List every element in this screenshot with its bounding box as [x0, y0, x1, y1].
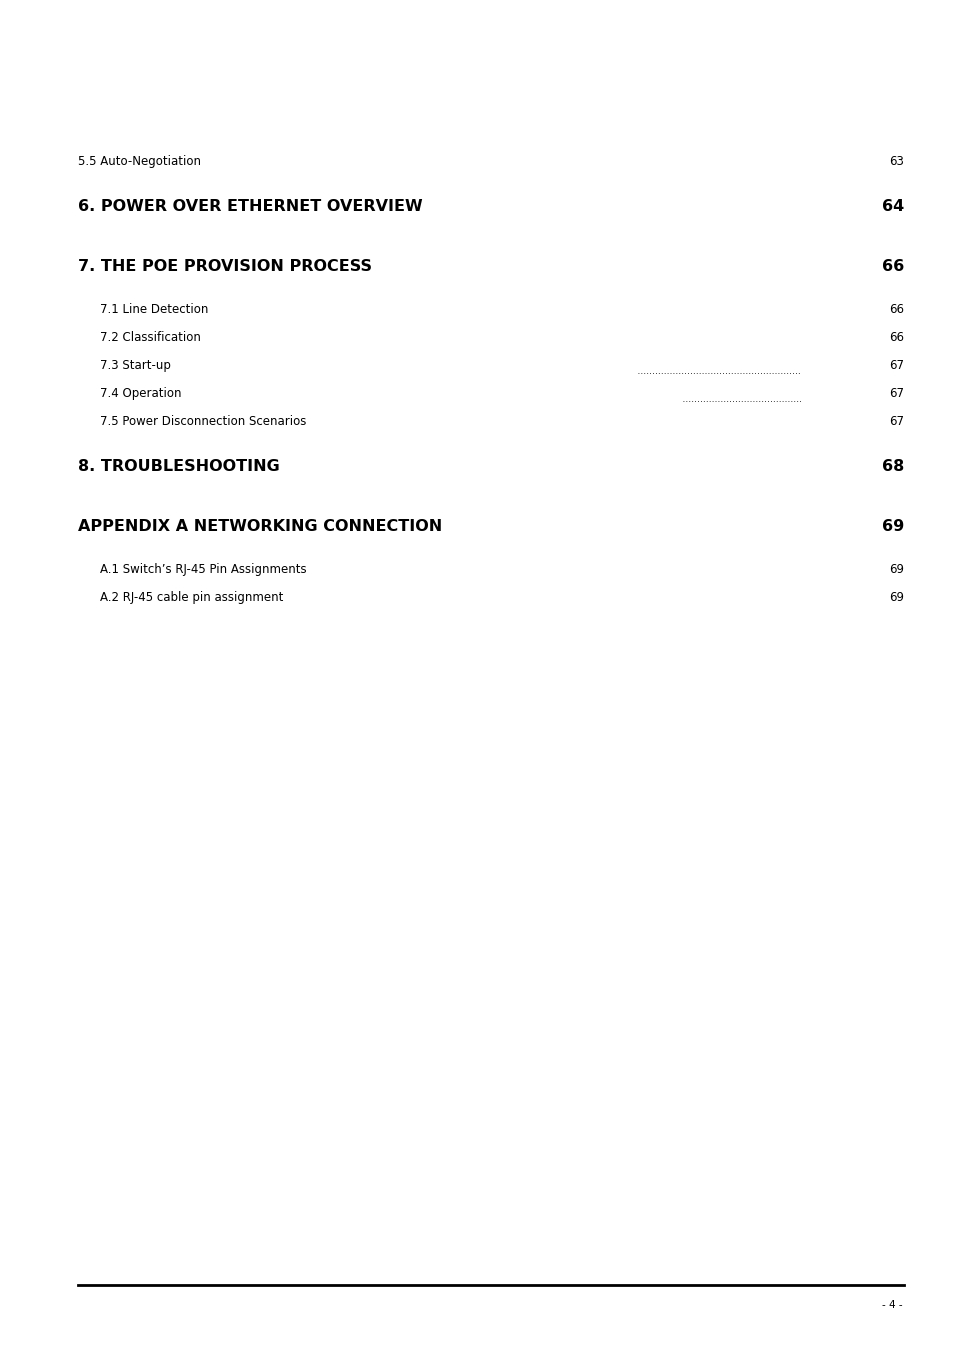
Text: 8. TROUBLESHOOTING: 8. TROUBLESHOOTING — [78, 459, 279, 474]
Text: 64: 64 — [882, 198, 903, 215]
Text: 7.5 Power Disconnection Scenarios: 7.5 Power Disconnection Scenarios — [100, 414, 306, 428]
Text: 67: 67 — [888, 387, 903, 400]
Text: A.1 Switch’s RJ-45 Pin Assignments: A.1 Switch’s RJ-45 Pin Assignments — [100, 563, 307, 576]
Text: 67: 67 — [888, 359, 903, 373]
Text: 66: 66 — [882, 259, 903, 274]
Text: 69: 69 — [888, 591, 903, 603]
Text: 7.4 Operation: 7.4 Operation — [100, 387, 181, 400]
Text: 67: 67 — [888, 414, 903, 428]
Text: 68: 68 — [882, 459, 903, 474]
Text: 66: 66 — [888, 302, 903, 316]
Text: 69: 69 — [888, 563, 903, 576]
Text: 7.3 Start-up: 7.3 Start-up — [100, 359, 171, 373]
Text: 7.1 Line Detection: 7.1 Line Detection — [100, 302, 209, 316]
Text: 7. THE POE PROVISION PROCESS: 7. THE POE PROVISION PROCESS — [78, 259, 372, 274]
Text: A.2 RJ-45 cable pin assignment: A.2 RJ-45 cable pin assignment — [100, 591, 283, 603]
Text: - 4 -: - 4 - — [881, 1300, 902, 1311]
Text: 69: 69 — [882, 518, 903, 535]
Text: 5.5 Auto-Negotiation: 5.5 Auto-Negotiation — [78, 155, 201, 167]
Text: 7.2 Classification: 7.2 Classification — [100, 331, 201, 344]
Text: 66: 66 — [888, 331, 903, 344]
Text: 6. POWER OVER ETHERNET OVERVIEW: 6. POWER OVER ETHERNET OVERVIEW — [78, 198, 422, 215]
Text: APPENDIX A NETWORKING CONNECTION: APPENDIX A NETWORKING CONNECTION — [78, 518, 442, 535]
Text: 63: 63 — [888, 155, 903, 167]
